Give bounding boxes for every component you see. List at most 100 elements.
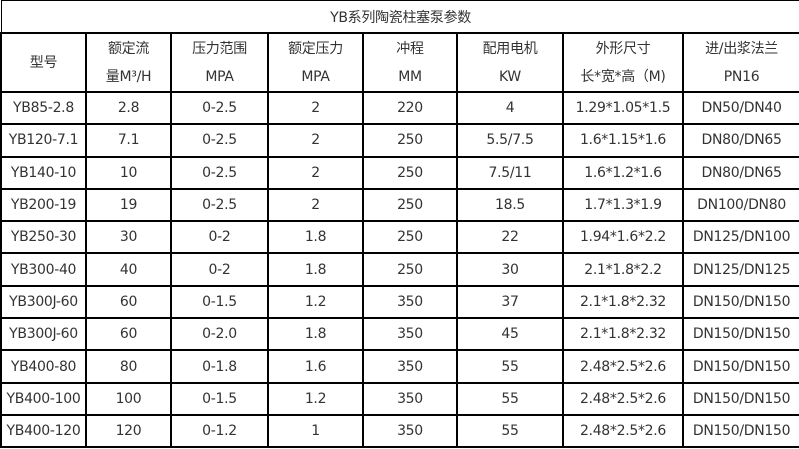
header-line1: 额定压力: [288, 40, 343, 57]
table-cell: 1.6*1.2*1.6: [562, 155, 684, 190]
table-cell: DN150/DN150: [681, 317, 799, 352]
table-cell: 0-1.2: [170, 413, 269, 449]
table-cell: 18.5: [456, 187, 564, 223]
table-cell: DN125/DN125: [681, 252, 799, 287]
header-line1: 配用电机: [482, 40, 538, 57]
table-row: YB400-80 80 0-1.8 1.6 350 55 2.48*2.5*2.6 DN150…: [0, 349, 799, 384]
title-row: YB系列陶瓷柱塞泵参数: [0, 0, 799, 34]
table-cell: 100: [85, 381, 172, 416]
table-cell: DN100/DN80: [681, 187, 799, 223]
table-cell: 250: [362, 220, 458, 255]
table-cell: 0-1.5: [170, 381, 269, 416]
table-cell: 40: [85, 252, 172, 287]
table-cell: 60: [85, 284, 172, 320]
header-line1: 冲程: [396, 40, 424, 57]
table-cell: 250: [362, 187, 458, 223]
table-cell: YB85-2.8: [0, 90, 87, 126]
table-cell: DN50/DN40: [681, 90, 799, 126]
table-cell: 55: [456, 413, 564, 449]
table-cell: 7.1: [85, 123, 172, 158]
table-cell: DN150/DN150: [681, 413, 799, 449]
table-cell: 10: [85, 155, 172, 190]
column-header: 冲程 MM: [362, 32, 458, 93]
header-row: 型号 额定流 量M³/H 压力范围 MPA 额定压力 MPA 冲程 MM 配用电机 KW 外形尺寸 长*…: [0, 32, 799, 93]
table-cell: 2.48*2.5*2.6: [562, 413, 684, 449]
table-cell: 2: [267, 123, 364, 158]
table-cell: 2.48*2.5*2.6: [562, 381, 684, 416]
table-cell: 7.5/11: [456, 155, 564, 190]
table-cell: 30: [456, 252, 564, 287]
table-cell: 1: [267, 413, 364, 449]
table-cell: 2.48*2.5*2.6: [562, 349, 684, 384]
table-cell: YB400-80: [0, 349, 87, 384]
table-cell: 0-2.5: [170, 187, 269, 223]
table-cell: 2.1*1.8*2.32: [562, 284, 684, 320]
header-line2: PN16: [723, 68, 760, 85]
table-cell: 250: [362, 252, 458, 287]
table-cell: 5.5/7.5: [456, 123, 564, 158]
table-row: YB250-30 30 0-2 1.8 250 22 1.94*1.6*2.2 DN125/D…: [0, 220, 799, 255]
table-cell: 19: [85, 187, 172, 223]
header-line2: 长*宽*高（M): [580, 68, 666, 85]
header-line1: 外形尺寸: [595, 40, 651, 57]
table-row: YB85-2.8 2.8 0-2.5 2 220 4 1.29*1.05*1.5 DN50/D…: [0, 90, 799, 126]
table-row: YB200-19 19 0-2.5 2 250 18.5 1.7*1.3*1.9 DN100/…: [0, 187, 799, 223]
table-cell: 55: [456, 349, 564, 384]
table-cell: 30: [85, 220, 172, 255]
column-header: 额定压力 MPA: [267, 32, 364, 93]
table-cell: 0-2: [170, 252, 269, 287]
table-row: YB140-10 10 0-2.5 2 250 7.5/11 1.6*1.2*1.6 DN80…: [0, 155, 799, 190]
table-cell: 1.6*1.15*1.6: [562, 123, 684, 158]
header-line1: 型号: [29, 54, 58, 71]
header-line2: MPA: [205, 68, 234, 85]
table-cell: 1.8: [267, 252, 364, 287]
table-row: YB300-40 40 0-2 1.8 250 30 2.1*1.8*2.2 DN125/DN…: [0, 252, 799, 287]
column-header: 压力范围 MPA: [170, 32, 269, 93]
table-cell: 0-1.5: [170, 284, 269, 320]
table-cell: 60: [85, 317, 172, 352]
table-cell: 45: [456, 317, 564, 352]
table-cell: 0-1.8: [170, 349, 269, 384]
header-line1: 额定流: [107, 40, 150, 57]
table-cell: 2: [267, 155, 364, 190]
table-cell: 2.1*1.8*2.2: [562, 252, 684, 287]
table-cell: 22: [456, 220, 564, 255]
table-cell: YB400-100: [0, 381, 87, 416]
table-cell: 2.1*1.8*2.32: [562, 317, 684, 352]
table-cell: DN80/DN65: [681, 123, 799, 158]
table-title: YB系列陶瓷柱塞泵参数: [0, 0, 799, 34]
table-cell: YB300J-60: [0, 284, 87, 320]
table-cell: 1.2: [267, 284, 364, 320]
header-line2: MM: [398, 68, 422, 85]
table-row: YB400-100 100 0-1.5 1.2 350 55 2.48*2.5*2.6 DN1…: [0, 381, 799, 416]
table-cell: DN80/DN65: [681, 155, 799, 190]
table-cell: 1.7*1.3*1.9: [562, 187, 684, 223]
table-row: YB400-120 120 0-1.2 1 350 55 2.48*2.5*2.6 DN150…: [0, 413, 799, 449]
table-row: YB300J-60 60 0-2.0 1.8 350 45 2.1*1.8*2.32 DN15…: [0, 317, 799, 352]
table-cell: 220: [362, 90, 458, 126]
table-cell: DN150/DN150: [681, 381, 799, 416]
table-row: YB300J-60 60 0-1.5 1.2 350 37 2.1*1.8*2.32 DN15…: [0, 284, 799, 320]
table-cell: 1.94*1.6*2.2: [562, 220, 684, 255]
table-cell: DN125/DN100: [681, 220, 799, 255]
column-header: 外形尺寸长*宽*高（M): [562, 32, 684, 93]
table-cell: 37: [456, 284, 564, 320]
table-cell: 350: [362, 413, 458, 449]
table-cell: YB200-19: [0, 187, 87, 223]
table-cell: 350: [362, 349, 458, 384]
table-cell: 0-2.5: [170, 123, 269, 158]
table-cell: 350: [362, 381, 458, 416]
table-cell: 120: [85, 413, 172, 449]
table-cell: 350: [362, 317, 458, 352]
header-line1: 压力范围: [192, 40, 247, 57]
table-cell: 55: [456, 381, 564, 416]
table-cell: YB250-30: [0, 220, 87, 255]
column-header: 进/出浆法兰 PN16: [681, 32, 799, 93]
table-cell: 0-2: [170, 220, 269, 255]
table-cell: 1.8: [267, 220, 364, 255]
table-cell: 0-2.0: [170, 317, 269, 352]
table-cell: YB300-40: [0, 252, 87, 287]
table-cell: 250: [362, 123, 458, 158]
table-row: YB120-7.1 7.1 0-2.5 2 250 5.5/7.5 1.6*1.15*1.6…: [0, 123, 799, 158]
